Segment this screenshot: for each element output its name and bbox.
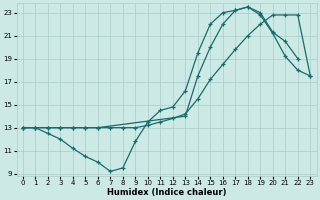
X-axis label: Humidex (Indice chaleur): Humidex (Indice chaleur) [107,188,226,197]
